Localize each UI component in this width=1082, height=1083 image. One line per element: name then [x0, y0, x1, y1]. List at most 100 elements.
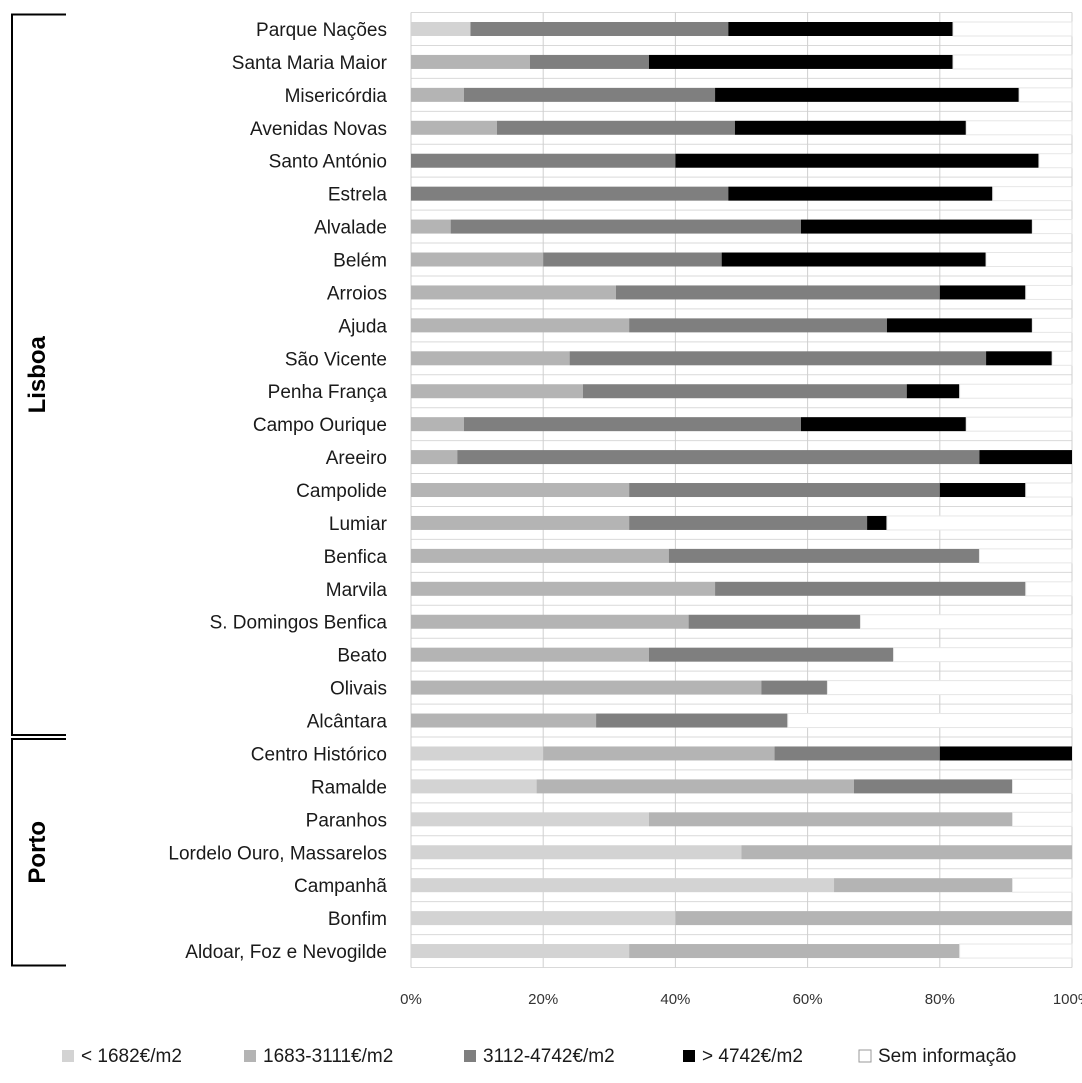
category-label: Avenidas Novas	[250, 119, 387, 140]
bar-segment	[411, 153, 676, 168]
legend-label: < 1682€/m2	[81, 1046, 182, 1067]
bar-segment	[800, 219, 1033, 234]
x-tick-label: 60%	[793, 991, 823, 1008]
bar-segment	[411, 186, 729, 201]
bar-segment	[715, 581, 1026, 596]
bar-segment	[741, 845, 1072, 860]
category-label: Areeiro	[326, 448, 387, 469]
bar-segment	[582, 384, 907, 399]
legend-label: 1683-3111€/m2	[263, 1046, 393, 1067]
category-label: São Vicente	[285, 349, 387, 370]
bar-segment	[411, 713, 597, 728]
bar-segment	[867, 515, 887, 530]
bar-segment	[411, 878, 835, 893]
bar-segment	[411, 647, 649, 662]
bar-segment	[1038, 153, 1073, 169]
bar-segment	[411, 515, 630, 530]
bar-segment	[721, 252, 987, 267]
bar-segment	[1031, 219, 1073, 235]
bar-segment	[411, 54, 530, 69]
bar-segment	[979, 450, 1072, 465]
legend-swatch	[244, 1050, 256, 1062]
bar-segment	[411, 417, 464, 432]
bar-segment	[965, 120, 1073, 136]
bar-segment	[411, 285, 616, 300]
bar-segment	[411, 483, 630, 498]
category-label: Lordelo Ouro, Massarelos	[168, 843, 387, 864]
bar-segment	[411, 548, 669, 563]
category-label: Beato	[337, 646, 387, 667]
x-tick-label: 80%	[925, 991, 955, 1008]
bar-segment	[629, 483, 940, 498]
bar-segment	[1012, 877, 1073, 893]
category-label: Ramalde	[311, 777, 387, 798]
bar-segment	[411, 22, 471, 36]
bar-segment	[411, 87, 464, 102]
category-label: Aldoar, Foz e Nevogilde	[185, 942, 387, 963]
bar-segment	[675, 911, 1072, 926]
bar-segment	[569, 351, 987, 366]
bar-segment	[615, 285, 940, 300]
bar-segment	[959, 383, 1073, 399]
legend-label: 3112-4742€/m2	[483, 1046, 615, 1067]
bar-segment	[886, 515, 1073, 531]
legend-swatch	[464, 1050, 476, 1062]
bar-segment	[411, 944, 630, 959]
bar-segment	[675, 153, 1039, 168]
bar-segment	[411, 252, 544, 267]
bar-segment	[774, 746, 940, 761]
category-label: Santo António	[269, 152, 387, 173]
bar-segment	[411, 614, 689, 629]
group-label: Porto	[24, 821, 51, 884]
bar-segment	[411, 911, 676, 926]
bar-segment	[728, 186, 993, 201]
bar-segment	[853, 779, 1013, 794]
bar-segment	[411, 680, 762, 695]
bar-segment	[629, 318, 887, 333]
bar-segment	[906, 384, 960, 399]
category-label: Alvalade	[314, 218, 387, 239]
bar-segment	[648, 54, 954, 69]
category-label: Belém	[333, 251, 387, 272]
bar-segment	[859, 614, 1073, 630]
bar-segment	[787, 713, 1073, 729]
bar-segment	[1018, 87, 1073, 103]
bar-segment	[893, 647, 1073, 663]
bar-segment	[450, 219, 801, 234]
category-label: Ajuda	[338, 316, 387, 337]
category-label: Olivais	[330, 679, 387, 700]
bar-segment	[1031, 317, 1073, 333]
bar-segment	[986, 351, 1053, 366]
category-label: Bonfim	[328, 909, 387, 930]
bar-segment	[761, 680, 828, 695]
legend-label: Sem informação	[878, 1046, 1016, 1067]
group-bracket	[11, 13, 66, 736]
category-label: Marvila	[326, 580, 388, 601]
category-label: Campo Ourique	[253, 415, 387, 436]
category-label: Lumiar	[329, 514, 388, 535]
bar-segment	[1025, 581, 1073, 597]
bar-segment	[834, 878, 1013, 893]
bar-segment	[1025, 284, 1073, 300]
bar-segment	[411, 779, 537, 794]
legend: < 1682€/m2 1683-3111€/m2 3112-4742€/m2 > 47…	[62, 1046, 1016, 1067]
category-label: Arroios	[327, 283, 387, 304]
bar-segment	[1025, 482, 1073, 498]
x-axis-ticks: 0% 20% 40% 60% 80% 100%	[400, 991, 1082, 1008]
bar-segment	[728, 22, 954, 36]
category-label: Benfica	[324, 547, 388, 568]
bar-segment	[959, 943, 1073, 959]
bar-segment	[939, 285, 1026, 300]
group-label: Lisboa	[24, 335, 51, 413]
category-label: Parque Nações	[256, 20, 387, 41]
bar-segment	[952, 21, 1073, 37]
bar-segment	[411, 318, 630, 333]
bar-segment	[470, 22, 729, 36]
bar-segment	[1051, 350, 1073, 366]
bar-segment	[411, 351, 570, 366]
bar-segment	[965, 416, 1073, 432]
bar-segment	[668, 548, 980, 563]
category-label: S. Domingos Benfica	[210, 613, 388, 634]
bar-segment	[411, 845, 742, 860]
